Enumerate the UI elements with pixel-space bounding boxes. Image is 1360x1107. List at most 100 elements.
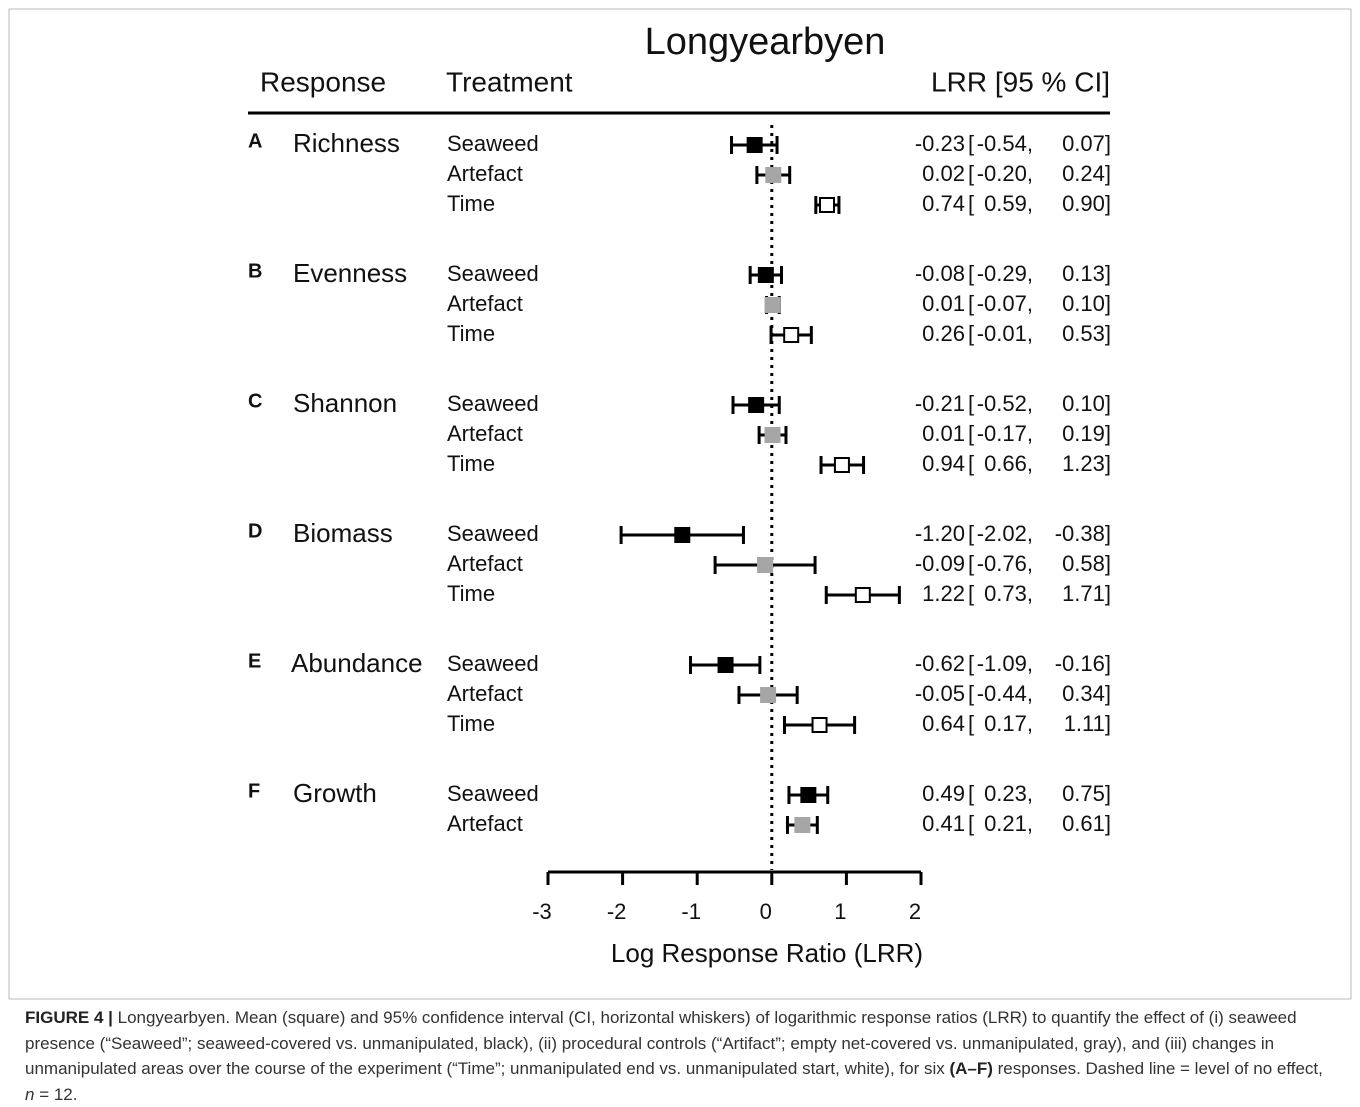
panel-letter: C xyxy=(248,390,262,412)
ci-upper-label: 0.58] xyxy=(1062,551,1111,576)
treatment-label: Artefact xyxy=(447,421,523,446)
ci-upper-label: 0.90] xyxy=(1062,191,1111,216)
response-label: Evenness xyxy=(293,258,407,288)
ci-lower-label: -2.02, xyxy=(977,521,1033,546)
ci-upper-label: 0.19] xyxy=(1062,421,1111,446)
ci-lower-label: -0.17, xyxy=(977,421,1033,446)
ci-upper-label: 0.24] xyxy=(1062,161,1111,186)
treatment-label: Seaweed xyxy=(447,131,539,156)
response-label: Shannon xyxy=(293,388,397,418)
treatment-label: Seaweed xyxy=(447,521,539,546)
treatment-label: Time xyxy=(447,581,495,606)
x-tick-label: 2 xyxy=(909,899,921,924)
column-header: LRR [95 % CI] xyxy=(931,66,1110,97)
ci-lower-label: 0.17, xyxy=(984,711,1033,736)
ci-lower-label: 0.66, xyxy=(984,451,1033,476)
mean-label: 0.26 xyxy=(922,321,965,346)
ci-bracket: [ xyxy=(968,261,974,286)
mean-marker xyxy=(760,687,777,703)
treatment-label: Artefact xyxy=(447,681,523,706)
ci-upper-label: 0.75] xyxy=(1062,781,1111,806)
caption-part: = 12. xyxy=(34,1084,78,1104)
ci-bracket: [ xyxy=(968,191,974,216)
mean-marker xyxy=(783,327,800,343)
ci-bracket: [ xyxy=(968,391,974,416)
chart-title: Longyearbyen xyxy=(645,21,886,63)
mean-marker xyxy=(764,297,781,313)
mean-marker xyxy=(757,267,774,283)
x-axis-label: Log Response Ratio (LRR) xyxy=(611,938,923,968)
ci-lower-label: 0.73, xyxy=(984,581,1033,606)
ci-bracket: [ xyxy=(968,811,974,836)
mean-marker xyxy=(674,527,691,543)
mean-label: -0.23 xyxy=(915,131,965,156)
ci-upper-label: 1.23] xyxy=(1062,451,1111,476)
panel-letter: D xyxy=(248,520,262,542)
ci-lower-label: -0.76, xyxy=(977,551,1033,576)
ci-upper-label: 0.07] xyxy=(1062,131,1111,156)
treatment-label: Time xyxy=(447,321,495,346)
treatment-label: Time xyxy=(447,711,495,736)
ci-upper-label: 0.13] xyxy=(1062,261,1111,286)
column-header: Treatment xyxy=(446,66,573,97)
ci-lower-label: 0.59, xyxy=(984,191,1033,216)
ci-bracket: [ xyxy=(968,521,974,546)
x-tick-label: -1 xyxy=(681,899,701,924)
caption-part: responses. Dashed line = level of no eff… xyxy=(992,1059,1323,1078)
mean-marker xyxy=(800,787,817,803)
ci-upper-label: 0.53] xyxy=(1062,321,1111,346)
mean-label: -0.62 xyxy=(915,651,965,676)
x-tick-label: -2 xyxy=(607,899,627,924)
mean-label: -0.09 xyxy=(915,551,965,576)
mean-marker xyxy=(757,557,774,573)
response-label: Abundance xyxy=(291,648,423,678)
panel-letter: B xyxy=(248,260,262,282)
response-label: Growth xyxy=(293,778,377,808)
treatment-label: Artefact xyxy=(447,291,523,316)
ci-lower-label: -0.07, xyxy=(977,291,1033,316)
ci-lower-label: -0.52, xyxy=(977,391,1033,416)
caption-part: (A–F) xyxy=(949,1059,993,1078)
x-tick-label: 0 xyxy=(760,899,772,924)
ci-bracket: [ xyxy=(968,651,974,676)
mean-label: 0.74 xyxy=(922,191,965,216)
mean-label: -0.08 xyxy=(915,261,965,286)
mean-label: 0.01 xyxy=(922,421,965,446)
ci-upper-label: 1.11] xyxy=(1064,711,1111,736)
ci-bracket: [ xyxy=(968,421,974,446)
ci-upper-label: -0.38] xyxy=(1055,521,1111,546)
response-label: Richness xyxy=(293,128,400,158)
ci-upper-label: 0.34] xyxy=(1062,681,1111,706)
mean-label: 0.01 xyxy=(922,291,965,316)
treatment-label: Seaweed xyxy=(447,261,539,286)
ci-bracket: [ xyxy=(968,681,974,706)
chart: Longyearbyen Response Treatment LRR [95 … xyxy=(8,8,1352,1000)
ci-bracket: [ xyxy=(968,451,974,476)
treatment-label: Seaweed xyxy=(447,651,539,676)
treatment-label: Seaweed xyxy=(447,391,539,416)
ci-upper-label: 0.61] xyxy=(1062,811,1111,836)
mean-label: 1.22 xyxy=(922,581,965,606)
mean-marker xyxy=(833,457,850,473)
ci-lower-label: -0.54, xyxy=(977,131,1033,156)
mean-label: -1.20 xyxy=(915,521,965,546)
ci-lower-label: -0.44, xyxy=(977,681,1033,706)
column-header: Response xyxy=(260,66,386,97)
mean-marker xyxy=(794,817,811,833)
caption-part: Longyearbyen. Mean (square) and 95% conf… xyxy=(25,1008,1297,1078)
ci-lower-label: -1.09, xyxy=(977,651,1033,676)
mean-label: -0.21 xyxy=(915,391,965,416)
treatment-label: Time xyxy=(447,191,495,216)
ci-bracket: [ xyxy=(968,711,974,736)
ci-bracket: [ xyxy=(968,551,974,576)
ci-bracket: [ xyxy=(968,581,974,606)
panel-letter: A xyxy=(248,130,262,152)
treatment-label: Seaweed xyxy=(447,781,539,806)
treatment-label: Time xyxy=(447,451,495,476)
ci-upper-label: 0.10] xyxy=(1062,291,1111,316)
ci-lower-label: -0.29, xyxy=(977,261,1033,286)
ci-bracket: [ xyxy=(968,321,974,346)
response-label: Biomass xyxy=(293,518,393,548)
mean-label: 0.49 xyxy=(922,781,965,806)
